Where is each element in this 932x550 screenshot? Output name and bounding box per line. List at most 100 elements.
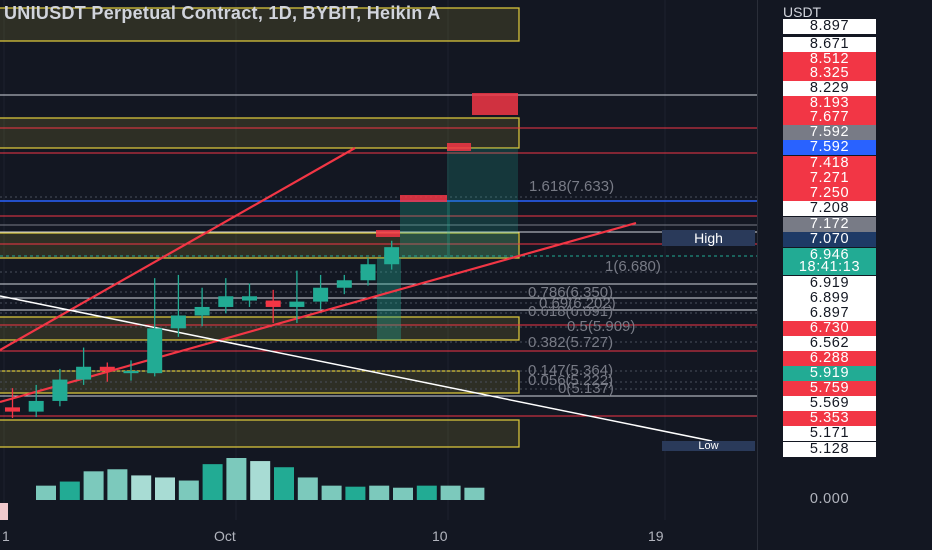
target-box: [472, 93, 518, 115]
candle-body: [194, 306, 210, 316]
candle[interactable]: [147, 278, 163, 377]
volume-bar[interactable]: [131, 475, 152, 500]
fib-label: 0.69(6.202): [539, 295, 616, 312]
price-label: 7.418: [783, 156, 876, 171]
price-label: 5.171: [783, 426, 876, 441]
level-lines[interactable]: [0, 94, 757, 417]
price-label: 8.512: [783, 52, 876, 67]
candle[interactable]: [76, 347, 92, 385]
candle[interactable]: [218, 278, 234, 314]
price-label: 8.193: [783, 96, 876, 111]
fib-label: 0.056(5.222): [528, 372, 614, 389]
profit-zone: [447, 148, 518, 258]
target-box: [400, 195, 447, 202]
candle-body: [265, 300, 281, 307]
time-tick: 1: [2, 528, 10, 544]
volume-bar[interactable]: [274, 467, 294, 500]
chart-title: UNIUSDT Perpetual Contract, 1D, BYBIT, H…: [4, 3, 441, 23]
candle[interactable]: [123, 360, 139, 381]
price-label: 5.569: [783, 396, 876, 411]
volume-bar[interactable]: [226, 458, 247, 500]
price-label: 8.671: [783, 37, 876, 52]
low-marker: Low: [662, 441, 755, 451]
volume-bar[interactable]: [250, 461, 271, 500]
candle[interactable]: [242, 283, 257, 307]
candle[interactable]: [170, 274, 186, 337]
trend-line: [0, 295, 713, 442]
candle[interactable]: [289, 270, 305, 323]
fib-lines[interactable]: [0, 196, 757, 390]
volume-bar[interactable]: [416, 485, 437, 500]
price-label: 5.919: [783, 366, 876, 381]
candle-body: [360, 264, 376, 281]
zone-box: [0, 419, 520, 448]
high-marker: High: [662, 230, 755, 246]
candle[interactable]: [194, 287, 210, 327]
fib-label: 0.147(5.364): [528, 362, 614, 379]
volume-bar[interactable]: [59, 481, 80, 500]
price-label: 6.899: [783, 291, 876, 306]
candle[interactable]: [265, 289, 281, 323]
grid: [3, 0, 666, 520]
target-box: [447, 143, 471, 151]
volume-bar[interactable]: [297, 477, 318, 500]
profit-zone: [400, 201, 450, 258]
volume-bar[interactable]: [464, 487, 485, 500]
zone-box: [0, 232, 520, 259]
candle[interactable]: [384, 240, 400, 270]
target-box: [376, 230, 400, 237]
zone-box: [0, 117, 520, 149]
volume-bar[interactable]: [178, 480, 199, 500]
volume-bar[interactable]: [202, 464, 223, 500]
candle-body: [99, 366, 115, 372]
volume-bar-left[interactable]: [0, 503, 8, 520]
fib-label: 1(6.680): [605, 258, 661, 275]
price-label: 5.353: [783, 411, 876, 426]
candle[interactable]: [99, 362, 115, 382]
candle[interactable]: [52, 368, 68, 407]
candle-body: [336, 280, 352, 288]
price-label: 7.070: [783, 232, 876, 247]
price-label: 6.562: [783, 336, 876, 351]
zone-box: [0, 370, 520, 394]
volume-bar[interactable]: [83, 471, 104, 500]
candle-body: [289, 301, 305, 307]
price-label: 8.229: [783, 81, 876, 96]
candle[interactable]: [313, 274, 329, 310]
price-label: 7.677: [783, 110, 876, 125]
fib-label: 0(5.137): [558, 380, 614, 397]
trend-lines[interactable]: [0, 147, 713, 442]
candle-body: [5, 407, 20, 412]
candle[interactable]: [336, 274, 352, 295]
candle-body: [313, 287, 329, 302]
price-label: 8.325: [783, 66, 876, 81]
candles[interactable]: [5, 240, 400, 419]
price-label: 0.000: [809, 491, 850, 507]
time-tick: Oct: [214, 528, 236, 544]
candle-body: [123, 371, 139, 374]
fib-label: 1.618(7.633): [529, 178, 615, 195]
candle[interactable]: [5, 388, 20, 419]
projection-boxes[interactable]: [376, 93, 518, 340]
price-label: 7.172: [783, 217, 876, 232]
volume-bar[interactable]: [393, 487, 413, 500]
fib-label: 0.618(6.091): [528, 303, 614, 320]
volume-bars[interactable]: [36, 458, 485, 500]
volume-bar[interactable]: [345, 486, 366, 500]
volume-bar[interactable]: [369, 485, 390, 500]
price-chart[interactable]: [0, 0, 757, 550]
candle[interactable]: [360, 257, 376, 286]
volume-bar[interactable]: [107, 469, 128, 500]
candle-body: [384, 247, 400, 265]
volume-bar[interactable]: [36, 485, 56, 500]
volume-bar[interactable]: [321, 485, 342, 500]
volume-bar[interactable]: [440, 485, 461, 500]
price-label: 7.271: [783, 171, 876, 186]
time-tick: 10: [432, 528, 448, 544]
fib-label: 0.382(5.727): [528, 334, 614, 351]
candle[interactable]: [28, 384, 44, 417]
price-label: 7.592: [783, 140, 876, 155]
candle-body: [52, 379, 68, 401]
trend-line: [0, 221, 637, 404]
volume-bar[interactable]: [155, 477, 175, 500]
